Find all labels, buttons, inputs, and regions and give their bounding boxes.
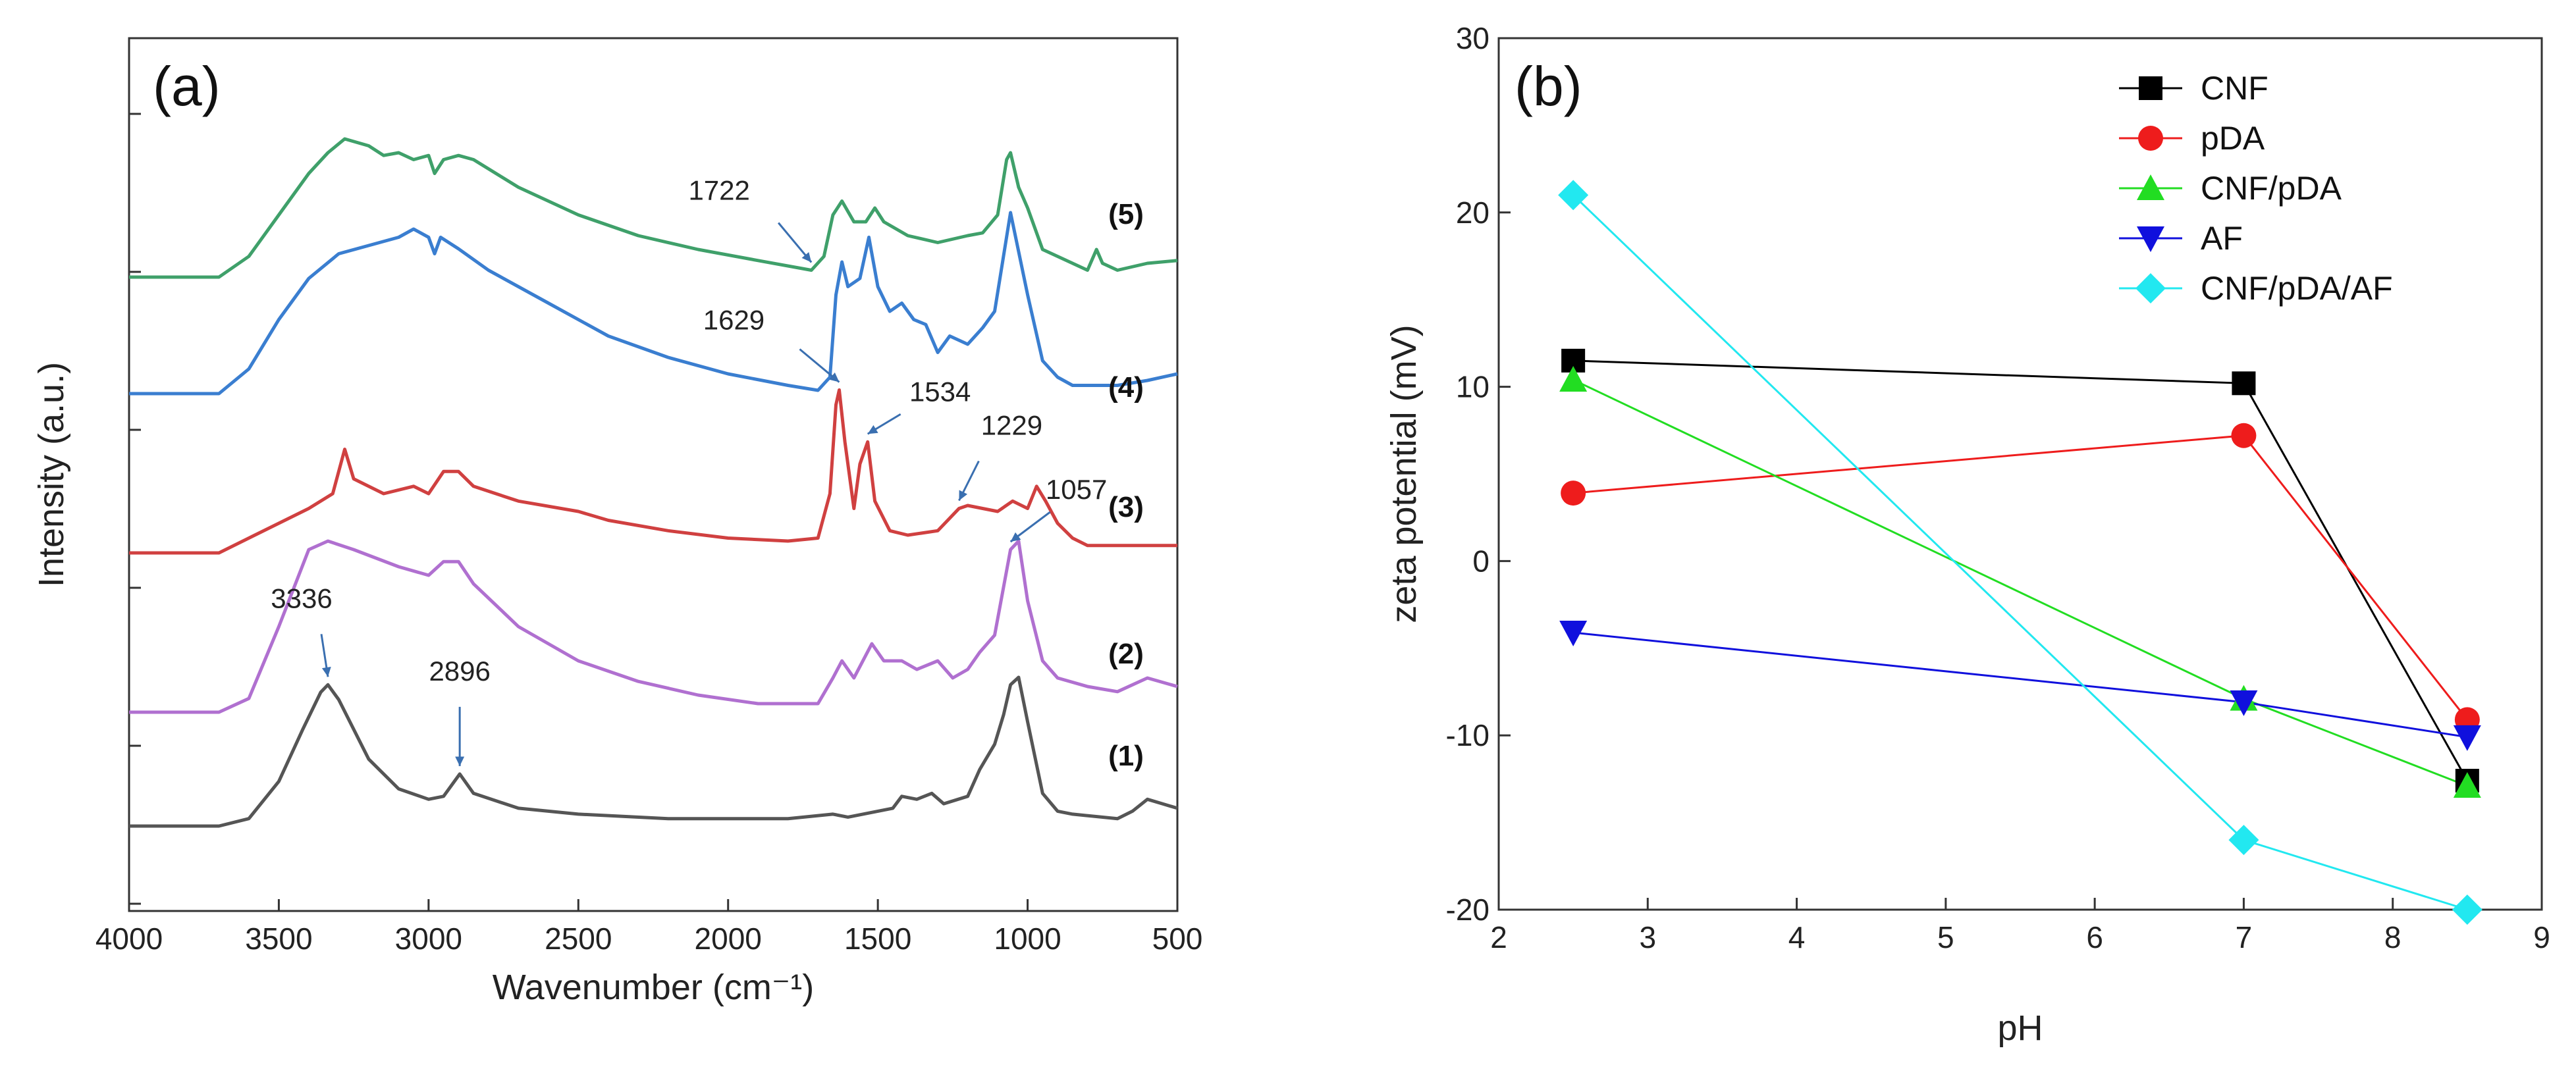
legend-marker-cnf-pda <box>2137 174 2164 200</box>
y-tick-label: 10 <box>1456 370 1489 404</box>
x-tick-label: 1500 <box>844 922 911 956</box>
legend-label-cnf-pda: CNF/pDA <box>2201 170 2342 207</box>
annotation-label: 1229 <box>981 410 1042 441</box>
x-tick-label: 8 <box>2384 920 2402 954</box>
y-tick-label: 30 <box>1456 21 1489 55</box>
panel-a-x-ticks: 4000 3500 3000 2500 2000 1500 1000 500 <box>95 899 1203 956</box>
series-line-pda <box>1572 434 2469 721</box>
y-tick-label: 0 <box>1472 544 1489 578</box>
legend-label-cnf-pda-af: CNF/pDA/AF <box>2201 270 2393 307</box>
x-tick-label: 7 <box>2236 920 2253 954</box>
curve-label-4: (4) <box>1108 371 1144 403</box>
curve-label-2: (2) <box>1108 638 1144 670</box>
series-line-cnf-pda <box>1572 378 2468 787</box>
panel-a-series <box>129 137 1178 828</box>
annotation-arrowhead <box>828 372 840 382</box>
x-tick-label: 2000 <box>695 922 762 956</box>
legend-marker-cnf-pda-af <box>2135 273 2166 303</box>
x-tick-label: 2 <box>1490 920 1507 954</box>
x-tick-label: 500 <box>1152 922 1203 956</box>
annotation-label: 1722 <box>688 175 749 206</box>
panel-a-y-axis-title: Intensity (a.u.) <box>32 362 71 587</box>
panel-b-x-ticks: 2 3 4 5 6 7 8 9 <box>1490 898 2550 954</box>
data-point-cnf-pda-af <box>2228 825 2259 856</box>
x-tick-label: 3500 <box>245 922 312 956</box>
data-point-af <box>1559 620 1588 646</box>
x-tick-label: 5 <box>1937 920 1954 954</box>
spectrum-line-2 <box>129 539 1178 714</box>
annotation-arrowhead <box>455 756 465 766</box>
panel-b-frame <box>1497 37 2543 911</box>
x-tick-label: 4000 <box>95 922 163 956</box>
panel-b-x-axis-title: pH <box>1997 1008 2043 1048</box>
spectrum-line-4 <box>129 211 1178 396</box>
spectrum-line-1 <box>129 675 1178 828</box>
spectrum-line-5 <box>129 137 1178 279</box>
annotation-label: 2896 <box>429 656 490 687</box>
annotation-arrowhead <box>1010 532 1021 542</box>
x-tick-label: 3 <box>1639 920 1656 954</box>
data-point-cnf-pda <box>1559 366 1588 392</box>
curve-label-5: (5) <box>1108 198 1144 230</box>
data-point-af <box>2230 690 2258 716</box>
panel-b-legend: CNF pDA CNF/pDA AF CNF/pDA/AF <box>2119 70 2393 307</box>
x-tick-label: 6 <box>2086 920 2103 954</box>
annotation-label: 1057 <box>1046 474 1107 505</box>
legend-label-pda: pDA <box>2201 120 2265 157</box>
panel-a: (a) 4000 3500 3000 2500 2000 1500 1000 500 3336… <box>32 37 1203 1007</box>
curve-label-1: (1) <box>1108 740 1144 772</box>
data-point-cnf <box>2232 371 2256 396</box>
x-tick-label: 1000 <box>994 922 1061 956</box>
series-line-af <box>1572 631 2468 739</box>
legend-marker-cnf <box>2139 76 2162 100</box>
data-point-cnf-pda-af <box>1558 180 1589 211</box>
data-point-pda <box>1561 481 1586 506</box>
annotation-arrowhead <box>959 490 968 501</box>
x-tick-label: 3000 <box>395 922 462 956</box>
y-tick-label: -20 <box>1446 893 1489 927</box>
data-point-cnf-pda <box>2453 771 2481 798</box>
legend-label-af: AF <box>2201 220 2243 257</box>
annotation-label: 3336 <box>271 583 332 613</box>
y-tick-label: 20 <box>1456 195 1489 230</box>
panel-b-markers <box>1558 180 2482 925</box>
series-line-cnf <box>1573 359 2469 781</box>
panel-b: (b) 2 3 4 5 6 7 8 9 -20 -10 0 10 20 30 CNF pDA CNF/pDA… <box>1384 21 2550 1048</box>
x-tick-label: 4 <box>1788 920 1806 954</box>
x-tick-label: 2500 <box>545 922 612 956</box>
panel-b-y-axis-title: zeta potential (mV) <box>1384 325 1424 623</box>
annotation-label: 1629 <box>703 305 765 336</box>
spectrum-line-3 <box>129 388 1177 555</box>
legend-label-cnf: CNF <box>2201 70 2268 107</box>
panel-a-y-ticks <box>129 113 141 905</box>
panel-a-label: (a) <box>153 55 221 117</box>
panel-b-y-ticks: -20 -10 0 10 20 30 <box>1446 21 1511 927</box>
annotation-arrowhead <box>801 251 812 263</box>
data-point-cnf-pda-af <box>2452 895 2482 925</box>
panel-a-annotations: 3336 2896 1057 1629 1534 1229 1722 <box>271 175 1107 766</box>
annotation-label: 1534 <box>909 376 971 407</box>
curve-label-3: (3) <box>1108 491 1144 523</box>
panel-a-x-axis-title: Wavenumber (cm⁻¹) <box>493 968 815 1007</box>
x-tick-label: 9 <box>2533 920 2550 954</box>
y-tick-label: -10 <box>1446 718 1489 752</box>
legend-marker-pda <box>2138 126 2163 151</box>
data-point-af <box>2453 725 2481 751</box>
panel-a-curve-labels: (1) (2) (3) (4) (5) <box>1108 198 1144 772</box>
panel-a-frame <box>128 37 1179 912</box>
legend-marker-af <box>2137 226 2164 252</box>
annotation-arrowhead <box>867 425 878 434</box>
data-point-pda <box>2231 423 2257 448</box>
panel-b-label: (b) <box>1515 55 1582 117</box>
annotation-arrowhead <box>321 667 331 677</box>
